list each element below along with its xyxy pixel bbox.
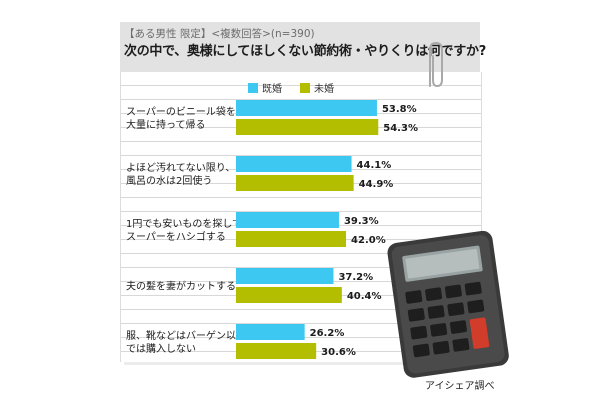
- category-label: では購入しない: [126, 342, 196, 355]
- bar-married: [236, 100, 377, 116]
- category-label: スーパーをハシゴする: [126, 230, 226, 243]
- data-label: 39.3%: [344, 216, 379, 227]
- bar-unmarried: [236, 287, 342, 303]
- chart-legend: 既婚 未婚: [248, 80, 352, 95]
- legend-label-unmarried: 未婚: [314, 84, 334, 95]
- paperclip-icon: [424, 40, 446, 96]
- bar-married: [236, 268, 334, 284]
- source-note: アイシェア調べ: [425, 381, 495, 392]
- data-label: 37.2%: [338, 272, 373, 283]
- legend-label-married: 既婚: [262, 84, 282, 95]
- data-label: 26.2%: [310, 328, 345, 339]
- category-label: 風呂の水は2回使う: [126, 174, 212, 187]
- data-label: 54.3%: [383, 123, 418, 134]
- category-label: 大量に持って帰る: [126, 118, 206, 131]
- header-band: [120, 22, 480, 72]
- data-label: 44.9%: [359, 179, 394, 190]
- bar-married: [236, 156, 352, 172]
- category-label: よほど汚れてない限り、: [126, 161, 235, 174]
- category-label: 1円でも安いものを探して: [126, 217, 242, 230]
- legend-swatch-married: [248, 82, 258, 93]
- calculator-icon: [385, 228, 515, 382]
- survey-subtitle: 【ある男性 限定】<複数回答>(n=390): [124, 28, 315, 40]
- category-label: スーパーのビニール袋を: [126, 105, 236, 118]
- paper-shadow: [124, 362, 480, 365]
- bar-unmarried: [236, 343, 317, 359]
- data-label: 42.0%: [351, 235, 386, 246]
- bar-unmarried: [236, 231, 347, 247]
- bar-married: [236, 212, 339, 228]
- chart-title: 次の中で、奥様にしてほしくない節約術・やりくりは何ですか?: [124, 44, 486, 59]
- category-label: 夫の髪を妻がカットする: [126, 280, 236, 293]
- data-label: 53.8%: [382, 104, 417, 115]
- data-label: 30.6%: [321, 347, 356, 358]
- data-label: 44.1%: [357, 160, 392, 171]
- bar-married: [236, 324, 305, 340]
- bar-unmarried: [236, 119, 379, 135]
- category-label: 服、靴などはバーゲン以外: [126, 329, 246, 342]
- data-label: 40.4%: [347, 291, 382, 302]
- bar-unmarried: [236, 175, 354, 191]
- legend-swatch-unmarried: [300, 82, 310, 93]
